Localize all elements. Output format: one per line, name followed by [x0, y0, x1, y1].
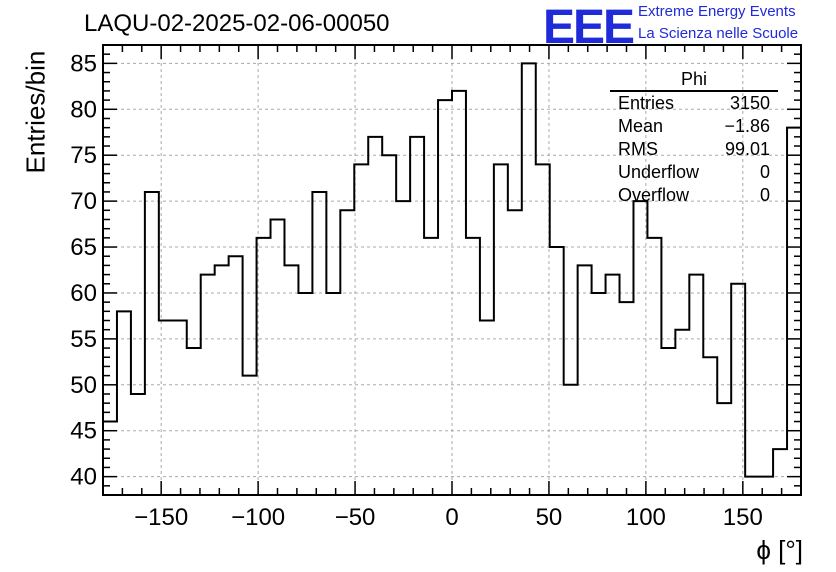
stats-value: −1.86 [724, 116, 770, 136]
histogram-bin [773, 449, 787, 495]
histogram-bin [745, 477, 759, 495]
histogram-bin [215, 265, 229, 495]
x-axis: −150 −100 −50 0 50 100 150 [102, 45, 802, 531]
stats-label: RMS [618, 139, 658, 159]
histogram-bin [368, 137, 382, 495]
histogram-bin [564, 385, 578, 495]
y-tick-label: 80 [70, 96, 97, 123]
x-axis-label: ϕ [°] [756, 535, 803, 565]
y-tick-label: 65 [70, 234, 97, 261]
stats-box: Phi Entries 3150 Mean −1.86 RMS 99.01 Un… [610, 68, 778, 207]
grid-lines [103, 45, 801, 495]
histogram-bin [620, 302, 634, 495]
x-tick-label: −150 [134, 504, 188, 531]
histogram-outline [102, 62, 801, 495]
logo-line-2: La Scienza nelle Scuole [638, 25, 799, 42]
histogram-bin [578, 265, 592, 495]
histogram-bin [354, 164, 368, 495]
chart-title: LAQU-02-2025-02-06-00050 [84, 10, 390, 37]
x-tick-label: −100 [231, 504, 285, 531]
y-tick-label: 50 [70, 372, 97, 399]
y-tick-label: 75 [70, 142, 97, 169]
histogram-bin [647, 238, 661, 495]
stats-value: 99.01 [724, 139, 770, 159]
histogram-bin [606, 275, 620, 495]
histogram-bin [312, 192, 326, 495]
histogram-bin [284, 265, 298, 495]
stats-row: RMS 99.01 [610, 138, 778, 161]
stats-label: Mean [618, 116, 664, 136]
histogram-bin [424, 238, 438, 495]
histogram-bin [410, 137, 424, 495]
histogram-bin [522, 63, 536, 495]
y-axis-label: Entries/bin [20, 50, 51, 174]
stats-value: 3150 [729, 93, 770, 113]
stats-row: Mean −1.86 [610, 115, 778, 138]
histogram-bin [466, 238, 480, 495]
x-tick-label: 150 [723, 504, 763, 531]
histogram-bin [131, 394, 145, 495]
histogram-bin [508, 210, 522, 495]
histogram-bin [159, 321, 173, 495]
histogram-bin [731, 284, 745, 495]
y-axis: 40 45 50 55 60 65 70 75 80 85 [70, 44, 801, 491]
histogram-bin [396, 201, 410, 495]
y-tick-label: 85 [70, 50, 97, 77]
histogram-bin [173, 321, 187, 495]
histogram-bin [145, 192, 159, 495]
stats-row: Entries 3150 [610, 92, 778, 115]
histogram-bin [229, 256, 243, 495]
stats-title: Phi [610, 68, 778, 92]
y-tick-label: 70 [70, 188, 97, 215]
y-tick-label: 60 [70, 280, 97, 307]
stats-row: Underflow 0 [610, 161, 778, 184]
eee-logo: EEE [543, 1, 635, 54]
histogram-bin [382, 155, 396, 495]
histogram-bin [633, 201, 647, 495]
histogram-bin [675, 330, 689, 495]
histogram-bin [117, 311, 131, 495]
y-tick-label: 40 [70, 464, 97, 491]
histogram-bin [298, 293, 312, 495]
stats-label: Underflow [618, 162, 700, 182]
histogram-bin [201, 275, 215, 495]
histogram-bin [759, 477, 773, 495]
stats-value: 0 [759, 185, 770, 205]
stats-label: Overflow [618, 185, 690, 205]
histogram-bin [326, 293, 340, 495]
x-tick-label: 100 [626, 504, 666, 531]
x-tick-label: 0 [445, 504, 458, 531]
stats-label: Entries [618, 93, 675, 113]
y-tick-label: 55 [70, 326, 97, 353]
x-tick-label: 50 [536, 504, 563, 531]
histogram-bin [452, 91, 466, 495]
y-tick-label: 45 [70, 418, 97, 445]
histogram-bin [550, 247, 564, 495]
histogram-bin [438, 100, 452, 495]
x-tick-label: −50 [335, 504, 376, 531]
histogram-bin [271, 219, 285, 495]
histogram-bin [340, 210, 354, 495]
histogram-bin [717, 403, 731, 495]
logo-line-1: Extreme Energy Events [638, 3, 796, 20]
histogram-bin [187, 348, 201, 495]
histogram-bin [257, 238, 271, 495]
stats-row: Overflow 0 [610, 184, 778, 207]
histogram-bin [703, 357, 717, 495]
histogram-bin [494, 164, 508, 495]
histogram-bin [592, 293, 606, 495]
histogram-bin [480, 321, 494, 495]
histogram-bin [689, 275, 703, 495]
histogram-bin [536, 164, 550, 495]
stats-value: 0 [759, 162, 770, 182]
histogram-bin [661, 348, 675, 495]
histogram-series [102, 62, 801, 495]
histogram-bin [243, 376, 257, 495]
